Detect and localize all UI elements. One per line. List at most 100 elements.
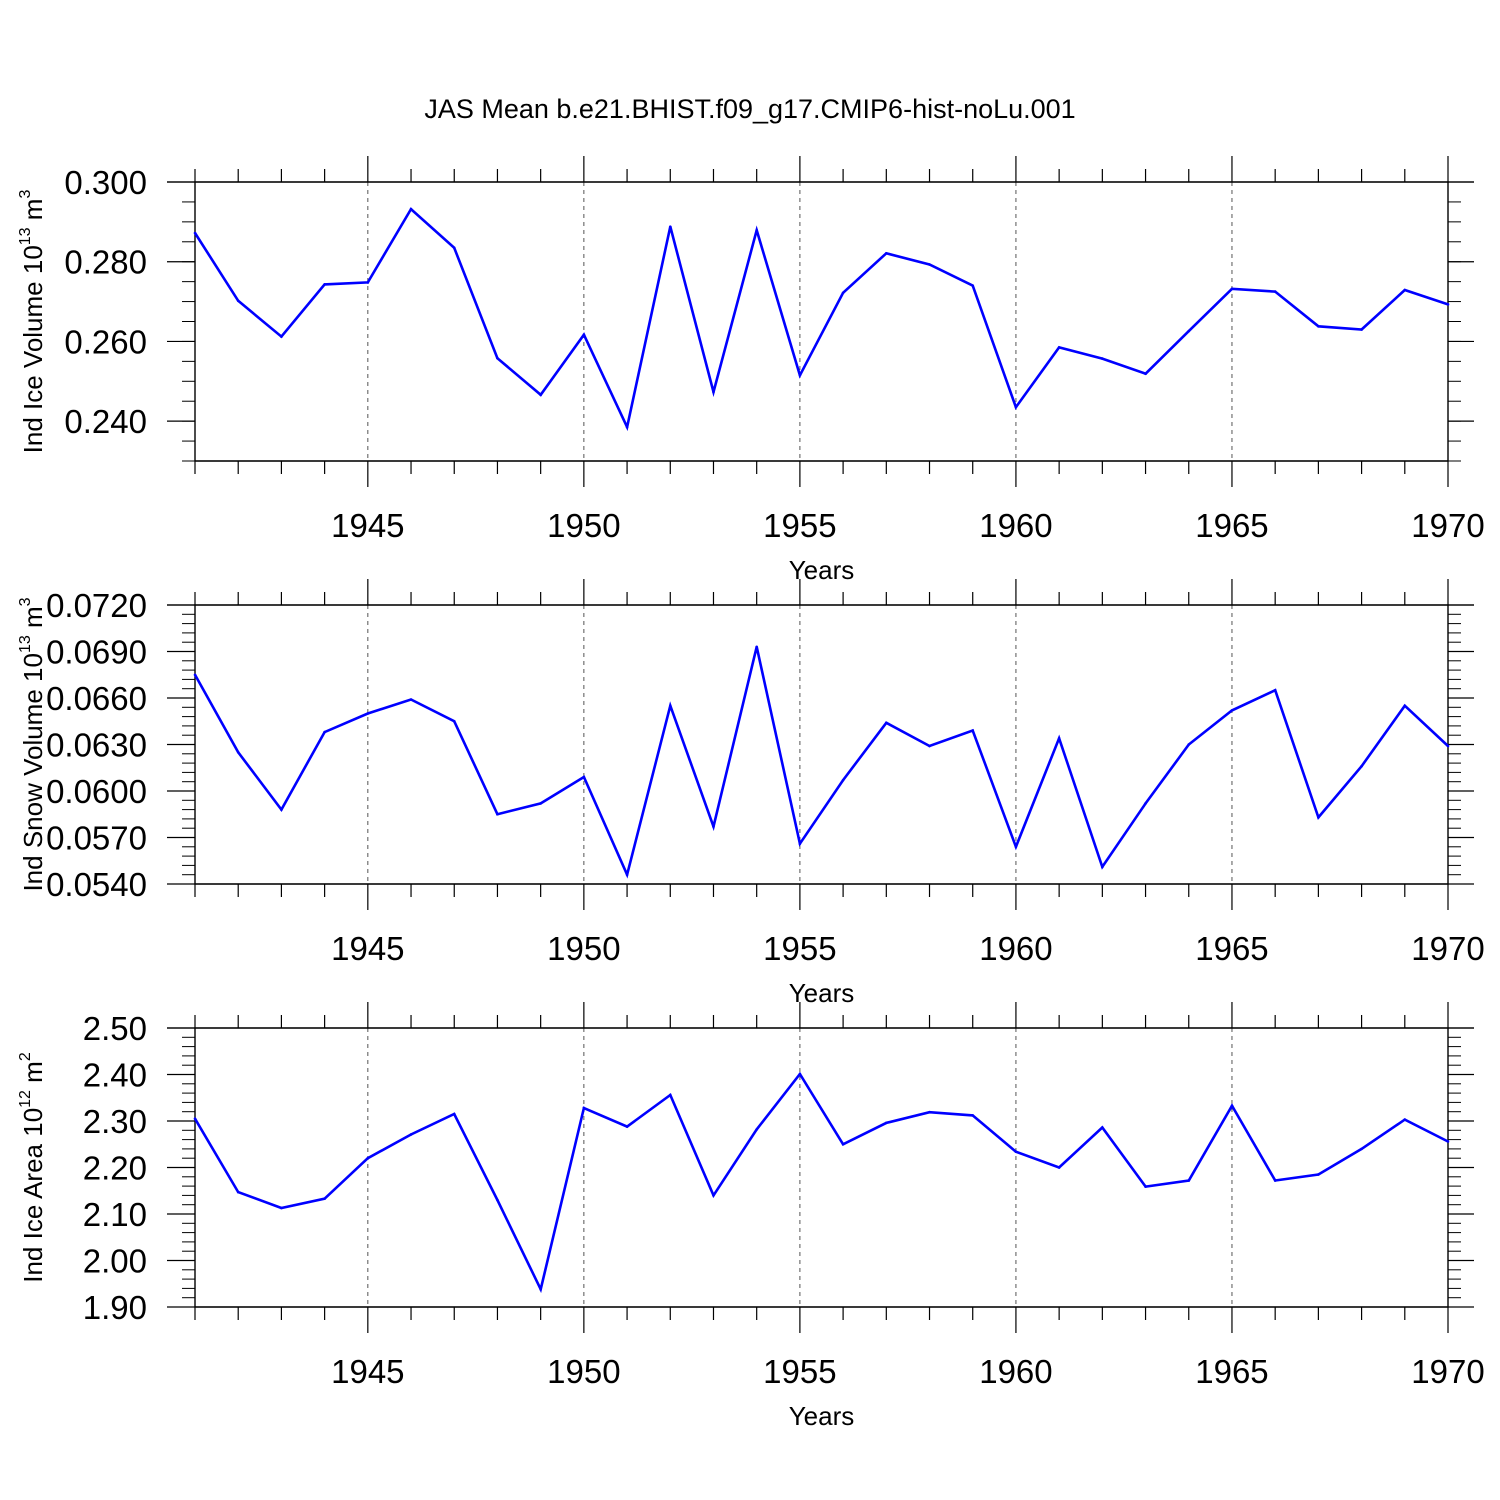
- y-axis-title-main: Ind Ice Volume 10: [18, 245, 48, 453]
- data-point: [193, 673, 197, 677]
- data-point: [496, 356, 499, 360]
- data-point: [971, 284, 975, 287]
- data-point: [1317, 816, 1320, 819]
- y-axis-title-exponent: 12: [17, 1090, 34, 1108]
- y-axis-title-unit: m: [18, 606, 48, 635]
- data-point: [280, 335, 283, 338]
- data-point: [625, 1125, 629, 1128]
- data-point: [625, 873, 629, 876]
- data-point: [1057, 737, 1061, 740]
- data-point: [1446, 744, 1450, 748]
- y-tick-label: 2.20: [83, 1150, 147, 1187]
- x-tick-label: 1965: [1195, 1353, 1268, 1390]
- data-point: [193, 231, 197, 235]
- x-tick-label: 1970: [1411, 507, 1484, 544]
- data-point: [1014, 845, 1018, 849]
- data-point: [1057, 346, 1061, 349]
- y-tick-label: 2.30: [83, 1103, 147, 1140]
- x-tick-label: 1950: [547, 1353, 620, 1390]
- data-point: [755, 645, 758, 649]
- y-axis-title-unit-exponent: 3: [17, 597, 34, 606]
- data-point: [712, 1194, 715, 1197]
- x-tick-label: 1955: [763, 1353, 836, 1390]
- x-axis-title: Years: [789, 555, 855, 585]
- data-point: [1144, 802, 1147, 805]
- plot-frame: [194, 1027, 1449, 1308]
- data-point: [1360, 1147, 1363, 1151]
- data-point: [1187, 743, 1191, 746]
- data-point: [366, 281, 370, 284]
- y-tick-label: 2.10: [83, 1196, 147, 1233]
- x-axis-title: Years: [789, 978, 855, 1008]
- series-line: [193, 207, 1449, 432]
- data-point: [1273, 688, 1277, 692]
- data-point: [539, 802, 542, 805]
- y-tick-label: 0.0570: [46, 820, 147, 857]
- data-point: [1230, 709, 1234, 712]
- data-point: [1317, 1173, 1320, 1176]
- data-point: [236, 1190, 240, 1194]
- data-point: [1230, 1104, 1234, 1107]
- data-point: [798, 374, 802, 377]
- data-point: [323, 283, 326, 286]
- data-point: [928, 263, 931, 266]
- data-point: [971, 1114, 975, 1117]
- data-point: [280, 808, 283, 811]
- data-point: [409, 698, 413, 701]
- plot-frame: [194, 181, 1449, 462]
- y-tick-label: 0.0660: [46, 680, 147, 717]
- x-tick-label: 1960: [979, 930, 1052, 967]
- data-point: [1403, 704, 1407, 708]
- data-point: [841, 291, 845, 295]
- data-point: [841, 778, 845, 782]
- data-point: [1187, 1179, 1191, 1182]
- y-tick-label: 0.0720: [46, 587, 147, 624]
- data-point: [1101, 357, 1104, 360]
- y-axis-title-main: Ind Ice Area 10: [18, 1108, 48, 1283]
- x-tick-label: 1955: [763, 930, 836, 967]
- y-axis-title-unit-exponent: 2: [17, 1052, 34, 1061]
- panel-3: 1.90 2.00 2.10 2.20 2.30 2.40 2.50 1945 1950 1955…: [17, 1002, 1485, 1431]
- data-point: [971, 729, 975, 732]
- data-point: [539, 1288, 542, 1291]
- y-tick-label: 2.50: [83, 1010, 147, 1047]
- data-point: [323, 1197, 326, 1200]
- data-point: [712, 825, 715, 828]
- data-point: [236, 750, 240, 754]
- y-axis-title-unit: m: [18, 199, 48, 228]
- data-point: [280, 1206, 283, 1210]
- y-tick-label: 0.300: [64, 164, 147, 201]
- data-point: [1446, 303, 1450, 306]
- panel-1: 0.240 0.260 0.280 0.300 1945 1950 1955 1960 1965…: [17, 156, 1485, 585]
- series-line: [193, 1071, 1449, 1294]
- panels: 0.240 0.260 0.280 0.300 1945 1950 1955 1960 1965…: [17, 156, 1485, 1431]
- data-point: [1101, 865, 1104, 869]
- x-tick-label: 1965: [1195, 507, 1268, 544]
- data-point: [1273, 290, 1277, 293]
- data-point: [1403, 1118, 1407, 1121]
- x-tick-label: 1945: [331, 1353, 404, 1390]
- data-point: [1403, 288, 1407, 292]
- data-point: [1144, 372, 1147, 376]
- data-point: [366, 712, 370, 715]
- data-point: [1360, 764, 1363, 768]
- data-point: [496, 1198, 499, 1202]
- data-point: [885, 1121, 888, 1125]
- data-point: [582, 1106, 586, 1110]
- data-point: [452, 246, 456, 250]
- x-tick-label: 1945: [331, 930, 404, 967]
- data-point: [1446, 1140, 1450, 1143]
- y-tick-label: 0.0600: [46, 773, 147, 810]
- y-tick-label: 2.40: [83, 1057, 147, 1094]
- x-tick-label: 1945: [331, 507, 404, 544]
- x-tick-label: 1970: [1411, 930, 1484, 967]
- data-point: [496, 812, 499, 816]
- y-axis-title: Ind Snow Volume 1013 m3: [17, 597, 48, 891]
- y-axis-title-main: Ind Snow Volume 10: [18, 653, 48, 892]
- y-axis-title-exponent: 13: [17, 227, 34, 245]
- data-point: [539, 393, 542, 397]
- data-point: [452, 719, 456, 723]
- figure-title: JAS Mean b.e21.BHIST.f09_g17.CMIP6-hist-…: [424, 94, 1075, 124]
- x-tick-label: 1950: [547, 930, 620, 967]
